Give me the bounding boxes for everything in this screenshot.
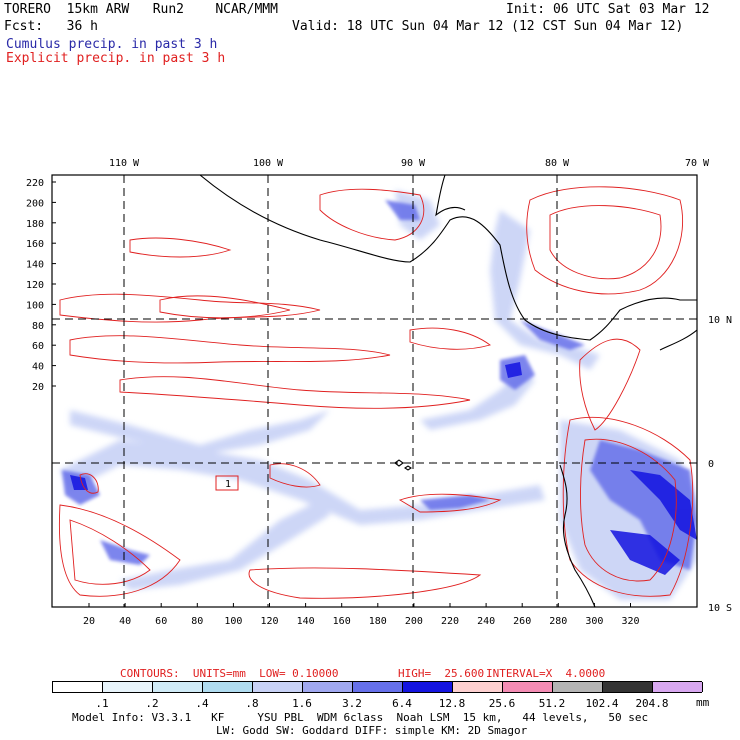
colorbar-swatch <box>303 682 353 692</box>
contours-high: HIGH= 25.600 <box>398 667 485 680</box>
colorbar-swatch <box>603 682 653 692</box>
grid-box-marker <box>215 475 239 491</box>
colorbar-swatch <box>153 682 203 692</box>
colorbar-swatch <box>353 682 403 692</box>
model-physics: LW: Godd SW: Goddard DIFF: simple KM: 2D… <box>216 724 528 737</box>
lat-label: 10 N <box>708 315 732 326</box>
lon-label: 80 W <box>545 158 570 169</box>
x-tick-label: 220 <box>441 616 459 627</box>
y-tick-label: 20 <box>32 382 44 393</box>
model-title: TORERO 15km ARW Run2 NCAR/MMM <box>4 2 278 17</box>
x-tick-label: 120 <box>260 616 278 627</box>
lon-label: 90 W <box>401 158 426 169</box>
lat-label: 0 <box>708 459 714 470</box>
colorbar-unit: mm <box>696 696 710 709</box>
x-tick-label: 240 <box>477 616 495 627</box>
y-tick-label: 40 <box>32 362 44 373</box>
x-tick-label: 140 <box>297 616 315 627</box>
colorbar-label: 102.4 <box>585 697 619 710</box>
forecast-hour: Fcst: 36 h <box>4 19 98 34</box>
explicit-precip-contours <box>58 186 694 599</box>
valid-time: Valid: 18 UTC Sun 04 Mar 12 (12 CST Sun … <box>292 19 684 34</box>
x-tick-label: 60 <box>155 616 167 627</box>
y-tick-label: 180 <box>26 219 44 230</box>
model-info: Model Info: V3.3.1 KF YSU PBL WDM 6class… <box>72 711 649 724</box>
x-tick-label: 20 <box>83 616 95 627</box>
colorbar-label: 25.6 <box>488 697 516 710</box>
x-tick-label: 200 <box>405 616 423 627</box>
lat-label: 10 S <box>708 603 732 614</box>
y-tick-label: 60 <box>32 341 44 352</box>
colorbar-label: 204.8 <box>635 697 669 710</box>
colorbar-swatch <box>653 682 703 692</box>
colorbar-label: 51.2 <box>538 697 566 710</box>
colorbar-swatch <box>453 682 503 692</box>
colorbar-label: 1.6 <box>292 697 312 710</box>
cumulus-precip-shading <box>60 190 697 600</box>
x-tick-label: 300 <box>585 616 603 627</box>
coastlines <box>199 175 697 607</box>
lat-lon-grid <box>52 175 697 607</box>
y-tick-label: 80 <box>32 321 44 332</box>
contours-interval: INTERVAL=X 4.0000 <box>486 667 606 680</box>
lon-label: 110 W <box>109 158 140 169</box>
colorbar-swatch <box>53 682 103 692</box>
x-tick-label: 280 <box>549 616 567 627</box>
x-tick-label: 100 <box>224 616 242 627</box>
y-tick-label: 140 <box>26 260 44 271</box>
colorbar-label: .8 <box>245 697 259 710</box>
colorbar-swatch <box>203 682 253 692</box>
init-time: Init: 06 UTC Sat 03 Mar 12 <box>506 2 710 17</box>
colorbar-label: 6.4 <box>392 697 412 710</box>
colorbar-label: .4 <box>195 697 209 710</box>
colorbar-swatch <box>503 682 553 692</box>
contours-info: CONTOURS: UNITS=mm LOW= 0.10000 <box>120 667 339 680</box>
colorbar-label: .2 <box>145 697 159 710</box>
lon-label: 100 W <box>253 158 284 169</box>
field-explicit-label: Explicit precip. in past 3 h <box>6 51 226 66</box>
y-tick-label: 120 <box>26 280 44 291</box>
colorbar-label: 3.2 <box>342 697 362 710</box>
colorbar-swatch <box>403 682 453 692</box>
x-tick-label: 180 <box>369 616 387 627</box>
precip-colorbar <box>52 681 703 693</box>
y-tick-label: 200 <box>26 198 44 209</box>
x-tick-label: 80 <box>191 616 203 627</box>
y-tick-label: 100 <box>26 300 44 311</box>
lon-label: 70 W <box>685 158 710 169</box>
x-tick-label: 160 <box>333 616 351 627</box>
x-tick-label: 320 <box>621 616 639 627</box>
x-tick-label: 260 <box>513 616 531 627</box>
colorbar-swatch <box>553 682 603 692</box>
y-tick-label: 220 <box>26 178 44 189</box>
colorbar-swatch <box>253 682 303 692</box>
field-cumulus-label: Cumulus precip. in past 3 h <box>6 37 218 52</box>
colorbar-label: 12.8 <box>438 697 466 710</box>
colorbar-label: .1 <box>95 697 109 710</box>
colorbar-swatch <box>103 682 153 692</box>
y-tick-label: 160 <box>26 239 44 250</box>
grid-box-label: 1 <box>225 479 231 490</box>
precip-map: 1 110 W 100 W 90 W 80 W 70 W 10 N 0 10 S 220 200 1… <box>26 158 732 627</box>
x-tick-label: 40 <box>119 616 131 627</box>
